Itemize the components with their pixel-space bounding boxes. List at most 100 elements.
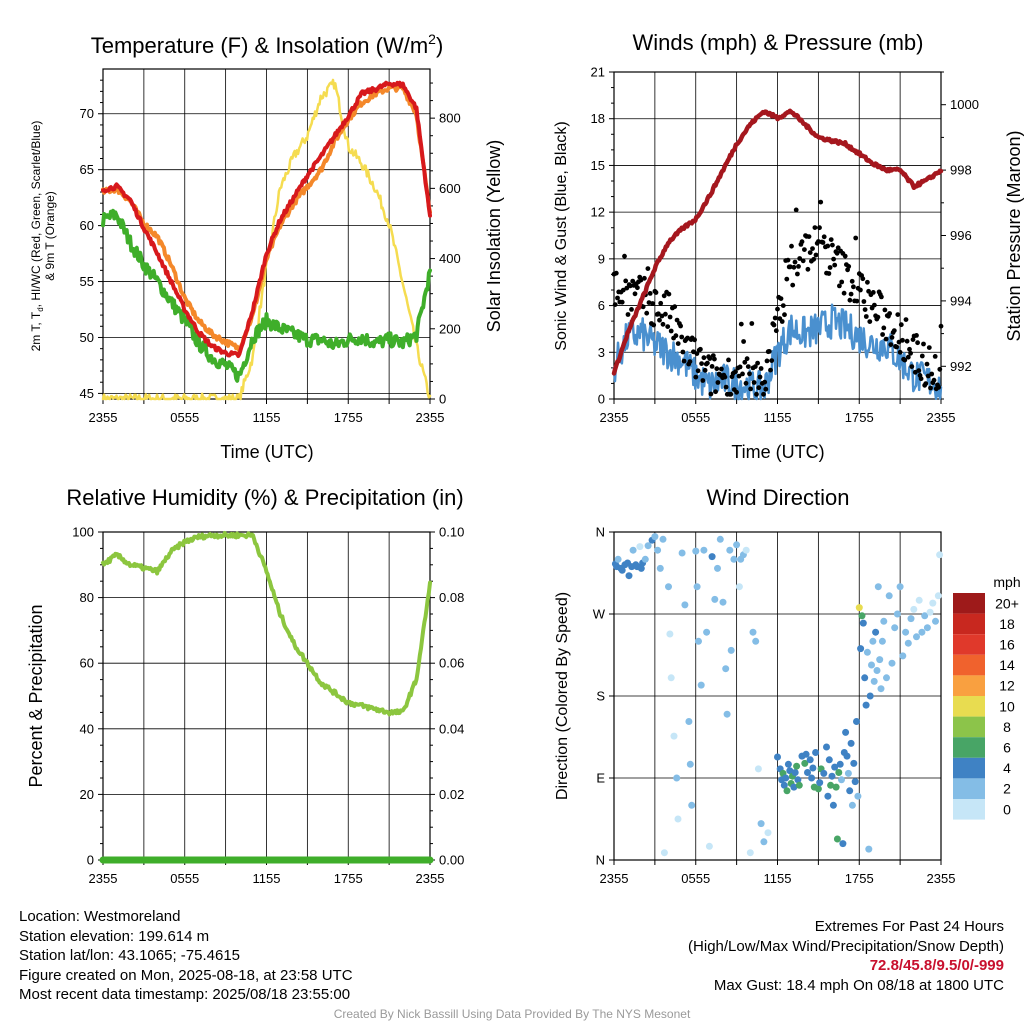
gust-point [694, 351, 700, 356]
station-location: Location: Westmoreland [19, 908, 181, 925]
relative-humidity-line [101, 531, 432, 717]
gust-point [790, 282, 796, 288]
humidity-ylabel-left: Percent & Precipitation [26, 604, 46, 787]
gust-point [870, 290, 876, 295]
direction-point [714, 564, 721, 572]
direction-point [625, 572, 633, 580]
legend-label: 18 [999, 616, 1015, 632]
direction-point [746, 849, 754, 857]
temperature-ylabel-part-3: , HI/WC (Red, Green, Scarlet/Blue) [29, 121, 43, 308]
direction-point [888, 659, 896, 667]
extremes-box: Extremes For Past 24 Hours (High/Low/Max… [688, 917, 1004, 995]
legend-label: 0 [1003, 801, 1011, 817]
extremes-values: 72.8/45.8/9.5/0/-999 [869, 957, 1004, 974]
gust-point [938, 323, 944, 329]
gust-point [745, 364, 751, 369]
direction-point [827, 781, 835, 789]
humidity-ytick-right-label: 0.06 [439, 656, 464, 671]
direction-point [795, 781, 803, 789]
gust-point [628, 283, 633, 289]
gust-point [698, 346, 703, 352]
station-info: Location: Westmoreland Station elevation… [19, 907, 353, 1005]
gust-point [754, 391, 759, 397]
direction-point [846, 787, 854, 795]
direction-point [786, 767, 794, 775]
direction-point [820, 769, 828, 777]
temperature-xtick-label: 0555 [170, 410, 199, 425]
gust-point [853, 235, 859, 241]
legend-label: 14 [999, 657, 1015, 673]
direction-point [774, 753, 781, 761]
gust-point [825, 243, 831, 249]
dewpoint-line [101, 208, 432, 383]
direction-point [907, 615, 915, 623]
winds-ytick-label: 12 [591, 205, 605, 220]
direction-point [876, 656, 884, 664]
legend-label: 20+ [995, 595, 1019, 611]
direction-ytick-label: N [596, 525, 605, 540]
gust-point [931, 377, 937, 383]
direction-point [829, 801, 837, 809]
winds-xtick-label: 0555 [681, 410, 710, 425]
winds-plot-area: 2355 0555 1155 1755 2355 0 3 6 9 12 15 18 21 992 994 99… [591, 65, 979, 426]
extremes-subtitle: (High/Low/Max Wind/Precipitation/Snow De… [688, 937, 1004, 955]
gust-point [866, 288, 871, 294]
gust-point [780, 303, 786, 308]
gust-point [827, 265, 833, 270]
direction-point [733, 541, 741, 549]
direction-point [838, 776, 845, 784]
gust-point [834, 250, 840, 256]
gust-point [881, 325, 887, 331]
direction-point [885, 592, 893, 600]
direction-xtick-label: 0555 [681, 871, 710, 886]
winds-ytick-right-label: 994 [950, 293, 972, 308]
temperature-ytick-right-label: 0 [439, 392, 446, 407]
gust-point [898, 322, 904, 328]
winds-xtick-label: 1755 [845, 410, 874, 425]
gust-point [635, 285, 640, 291]
gust-point [761, 391, 766, 397]
gust-point [904, 338, 910, 344]
direction-plot-area: 2355 0555 1155 1755 2355 N E S W N [593, 525, 956, 887]
gust-point [865, 279, 870, 285]
gust-point [714, 366, 720, 372]
legend-label: 4 [1003, 760, 1011, 776]
gust-point [751, 380, 757, 385]
gust-point [705, 360, 710, 366]
direction-point [641, 555, 649, 563]
gust-point [666, 291, 672, 297]
gust-point [828, 237, 834, 243]
direction-point [878, 637, 886, 645]
direction-point [681, 601, 689, 609]
humidity-ytick-label: 0 [87, 853, 94, 868]
gust-point [755, 360, 760, 366]
direction-point [929, 599, 937, 607]
direction-point [749, 628, 757, 636]
direction-point [802, 750, 810, 758]
humidity-panel: Relative Humidity (%) & Precipitation (i… [26, 485, 464, 788]
direction-xtick-label: 2355 [600, 871, 629, 886]
direction-point [705, 842, 713, 850]
gust-point [699, 361, 704, 366]
gust-point [772, 315, 778, 321]
gust-point [895, 312, 901, 317]
direction-point [703, 628, 711, 636]
gust-point [744, 356, 750, 362]
gust-point [647, 291, 653, 296]
gust-point [937, 366, 943, 372]
gust-point [667, 314, 673, 320]
direction-point [708, 553, 716, 561]
gust-point [894, 344, 899, 350]
gust-point [726, 357, 731, 363]
direction-point [722, 665, 730, 673]
gust-point [773, 328, 779, 334]
gust-point [693, 374, 699, 380]
direction-point [686, 760, 694, 768]
gust-point [622, 253, 627, 259]
gust-point [619, 299, 625, 305]
gust-point [891, 328, 897, 333]
winds-xtick-label: 1155 [764, 410, 792, 425]
temperature-panel: Temperature (F) & Insolation (W/m2) 2m T… [29, 31, 504, 462]
gust-point [924, 361, 930, 367]
direction-point [793, 762, 801, 770]
